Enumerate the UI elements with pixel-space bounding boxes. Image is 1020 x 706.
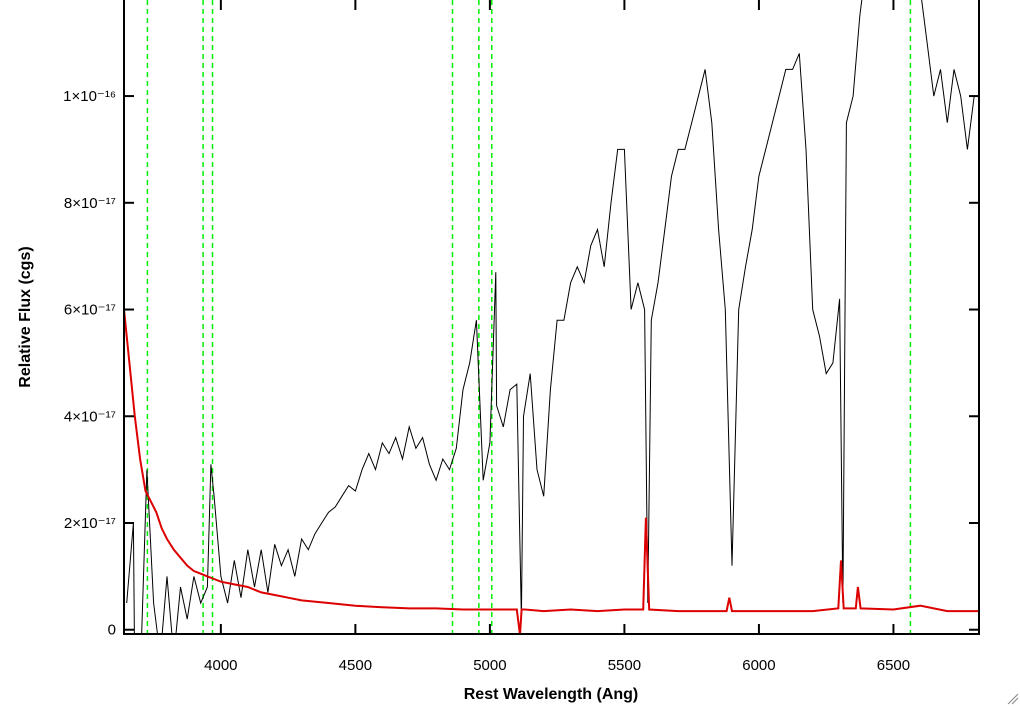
y-tick-label: 0 xyxy=(108,622,116,639)
x-tick-label: 4000 xyxy=(204,657,237,674)
spectrum-line xyxy=(126,0,975,634)
axes-frame xyxy=(123,0,980,635)
x-tick-label: 5000 xyxy=(473,657,506,674)
plot-area xyxy=(124,0,979,634)
y-tick-label: 4×10⁻¹⁷ xyxy=(64,408,116,425)
y-axis-label: Relative Flux (cgs) xyxy=(17,246,34,387)
x-tick-label: 4500 xyxy=(339,657,372,674)
x-tick-label: 6000 xyxy=(742,657,775,674)
y-tick-label: 8×10⁻¹⁷ xyxy=(64,195,116,212)
y-tick-label: 6×10⁻¹⁷ xyxy=(64,302,116,319)
x-axis-label: Rest Wavelength (Ang) xyxy=(464,686,639,703)
y-tick-label: 2×10⁻¹⁷ xyxy=(64,515,116,532)
y-tick-label: 1×10⁻¹⁶ xyxy=(63,88,116,105)
resize-grip xyxy=(1007,693,1019,705)
x-tick-label: 6500 xyxy=(877,657,910,674)
spectrum-line xyxy=(124,309,979,634)
x-tick-label: 5500 xyxy=(608,657,641,674)
